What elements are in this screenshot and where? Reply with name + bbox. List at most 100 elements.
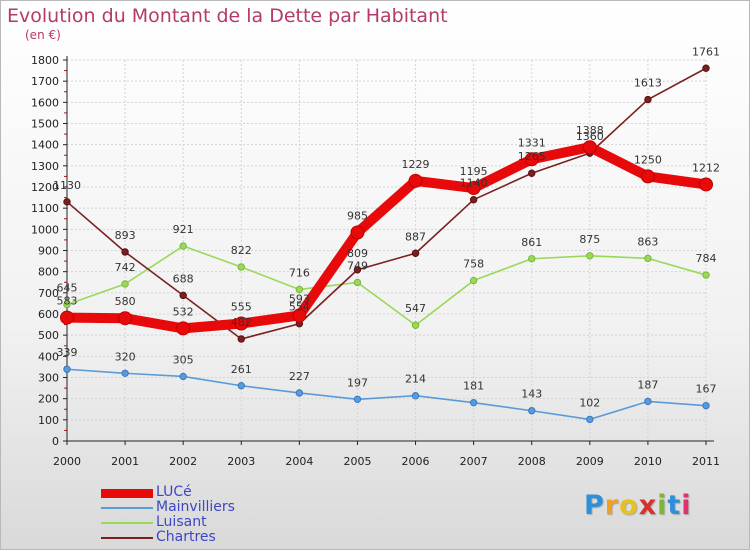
data-label: 143: [521, 388, 542, 401]
data-point: [469, 196, 478, 204]
data-label: 1130: [53, 179, 81, 192]
data-label: 555: [231, 301, 252, 314]
legend-label: Chartres: [156, 529, 216, 545]
data-label: 749: [347, 259, 368, 272]
y-tick-label: 1700: [31, 75, 59, 88]
logo-letter: t: [667, 490, 682, 521]
legend-swatch: [101, 537, 153, 539]
data-label: 688: [173, 272, 194, 285]
data-label-layer: 583 580 532 555 593 985 1229 1195 1331 1388 1250 12…: [53, 45, 720, 409]
data-point: [63, 198, 71, 206]
x-tick-label: 2008: [518, 455, 546, 468]
data-label: 197: [347, 376, 368, 389]
axis-layer: 0 100 200 300 400 500 600 700 800 900 1000 1100 1200…: [31, 54, 720, 468]
data-label: 1613: [634, 77, 662, 90]
data-label: 305: [173, 353, 194, 366]
y-tick-label: 700: [38, 287, 59, 300]
data-label: 875: [579, 233, 600, 246]
legend-label: Luisant: [156, 514, 207, 530]
x-tick-label: 2009: [576, 455, 604, 468]
data-point: [353, 266, 362, 274]
data-label: 102: [579, 396, 600, 409]
data-point: [702, 271, 710, 279]
y-tick-label: 400: [38, 350, 59, 363]
y-tick-label: 900: [38, 245, 59, 258]
data-point: [528, 169, 536, 177]
data-point: [179, 291, 187, 300]
data-label: 985: [347, 210, 368, 223]
y-tick-label: 1400: [31, 139, 59, 152]
data-label: 1250: [634, 153, 662, 166]
y-tick-label: 1300: [31, 160, 59, 173]
y-tick-label: 0: [52, 435, 59, 448]
data-label: 167: [696, 383, 717, 396]
data-label: 593: [289, 292, 310, 305]
x-tick-label: 2006: [402, 455, 430, 468]
data-label: 1331: [518, 136, 546, 149]
data-point: [411, 321, 420, 329]
data-label: 227: [289, 370, 310, 383]
data-label: 645: [57, 281, 78, 294]
grid-layer: [66, 59, 707, 442]
legend-swatch: [101, 488, 153, 498]
data-point: [63, 365, 71, 373]
data-label: 1229: [402, 158, 430, 171]
data-point: [353, 395, 362, 404]
data-point: [121, 280, 129, 288]
data-label: 547: [405, 302, 426, 315]
data-label: 187: [637, 378, 658, 391]
y-tick-label: 1100: [31, 202, 59, 215]
data-label: 1195: [460, 165, 488, 178]
series-line: [66, 245, 707, 327]
data-point: [469, 398, 478, 407]
x-tick-label: 2003: [227, 455, 255, 468]
data-label: 1761: [692, 45, 720, 58]
y-tick-label: 200: [38, 393, 59, 406]
data-label: 822: [231, 244, 252, 257]
x-tick-label: 2011: [692, 455, 720, 468]
data-point: [237, 263, 245, 271]
data-point: [63, 300, 71, 309]
data-point: [582, 140, 597, 155]
data-point: [469, 276, 478, 285]
data-point: [524, 152, 539, 167]
y-tick-label: 100: [38, 414, 59, 427]
data-point: [121, 248, 129, 256]
data-point: [586, 252, 594, 260]
data-point: [528, 407, 536, 415]
data-label: 1388: [576, 124, 604, 137]
data-point: [411, 249, 420, 257]
y-tick-label: 1200: [31, 181, 59, 194]
chart-title: Evolution du Montant de la Dette par Hab…: [7, 5, 448, 27]
x-tick-label: 2010: [634, 455, 662, 468]
data-label: 921: [173, 223, 194, 236]
data-point: [586, 415, 594, 424]
data-point: [176, 321, 191, 336]
data-label: 893: [115, 229, 136, 242]
legend-label: LUCé: [156, 484, 192, 500]
data-label: 580: [115, 295, 136, 308]
data-point: [466, 181, 481, 196]
data-label: 887: [405, 230, 426, 243]
data-point: [408, 173, 423, 188]
chart-unit: (en €): [25, 28, 61, 42]
data-point: [237, 335, 245, 343]
data-point: [179, 372, 187, 381]
data-label: 214: [405, 373, 426, 386]
logo-letter: i: [657, 490, 668, 521]
data-label: 716: [289, 266, 310, 279]
x-tick-label: 2007: [460, 455, 488, 468]
data-label: 861: [521, 236, 542, 249]
data-label: 339: [57, 346, 78, 359]
x-tick-label: 2002: [169, 455, 197, 468]
data-label: 758: [463, 258, 484, 271]
legend-label: Mainvilliers: [156, 499, 235, 515]
data-point: [292, 308, 307, 323]
logo-letter: o: [619, 490, 639, 521]
series-line: [66, 67, 707, 340]
data-point: [234, 316, 249, 331]
data-label: 261: [231, 363, 252, 376]
data-label: 1360: [576, 130, 604, 143]
data-label: 1265: [518, 150, 546, 163]
